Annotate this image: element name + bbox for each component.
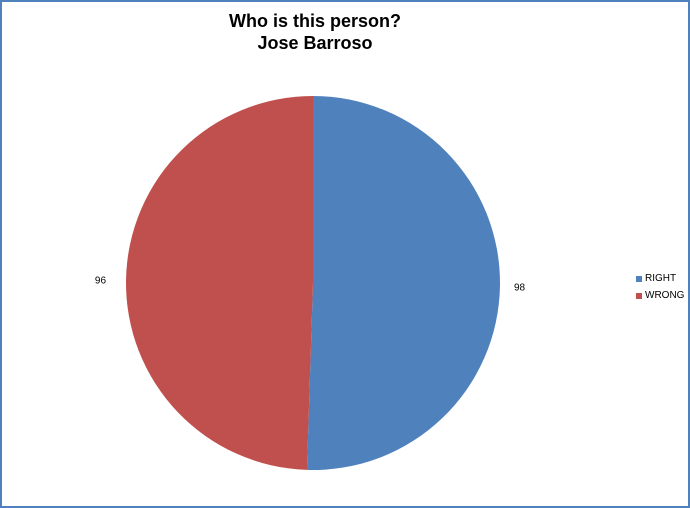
data-label-right: 98 — [514, 282, 526, 293]
legend-swatch-wrong — [636, 292, 642, 299]
legend: RIGHT WRONG — [636, 270, 684, 304]
pie-slice-right — [306, 96, 501, 470]
chart-title: Who is this person? Jose Barroso — [2, 10, 628, 54]
legend-item-right: RIGHT — [636, 270, 684, 287]
pie-slice-wrong — [126, 96, 313, 470]
legend-label-right: RIGHT — [645, 273, 677, 284]
legend-swatch-right — [636, 275, 642, 282]
chart-title-line-2: Jose Barroso — [257, 33, 373, 53]
legend-item-wrong: WRONG — [636, 287, 684, 304]
chart-title-line-1: Who is this person? — [228, 11, 401, 31]
legend-label-wrong: WRONG — [645, 290, 685, 301]
data-label-wrong: 96 — [95, 276, 107, 287]
